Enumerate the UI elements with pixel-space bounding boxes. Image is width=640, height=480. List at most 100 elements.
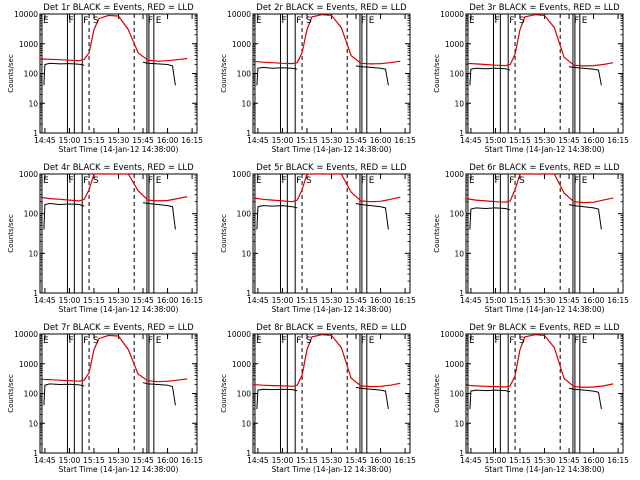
interval-marker-label: E bbox=[369, 16, 375, 26]
y-tick-label: 10 bbox=[28, 419, 38, 428]
y-tick-label: 10000 bbox=[440, 10, 464, 19]
x-tick-label: 15:00 bbox=[59, 296, 81, 305]
y-tick-label: 1 bbox=[246, 289, 251, 298]
chart-panel-6: Det 6r BLACK = Events, RED = LLD 1 10 100 10… bbox=[433, 163, 629, 314]
x-tick-label: 16:00 bbox=[157, 456, 179, 465]
interval-marker-label: E bbox=[256, 16, 262, 26]
x-tick-label: 15:00 bbox=[485, 456, 507, 465]
x-tick-label: 15:45 bbox=[132, 296, 154, 305]
x-tick-label: 14:45 bbox=[460, 136, 482, 145]
x-tick-label: 16:15 bbox=[181, 456, 203, 465]
series-lld-line bbox=[466, 14, 614, 67]
x-tick-label: 16:00 bbox=[583, 136, 605, 145]
chart-title: Det 8r BLACK = Events, RED = LLD bbox=[256, 323, 407, 333]
y-tick-label: 10 bbox=[241, 99, 251, 108]
x-tick-label: 16:00 bbox=[370, 456, 392, 465]
interval-marker-label: F bbox=[574, 16, 579, 26]
x-tick-label: 15:00 bbox=[59, 456, 81, 465]
y-axis-label: Counts/sec bbox=[7, 374, 15, 413]
interval-marker-label: E bbox=[43, 16, 49, 26]
interval-marker-label: F bbox=[494, 336, 499, 346]
series-events-line bbox=[568, 204, 602, 230]
y-axis-label: Counts/sec bbox=[220, 214, 228, 253]
series-lld-line bbox=[466, 174, 614, 204]
series-lld-line bbox=[40, 14, 188, 62]
y-tick-label: 1 bbox=[33, 449, 38, 458]
x-axis-label: Start Time (14-Jan-12 14:38:00) bbox=[59, 145, 179, 154]
interval-marker-label: F bbox=[509, 16, 514, 26]
y-axis-label: Counts/sec bbox=[220, 54, 228, 93]
interval-marker-label: F bbox=[281, 336, 286, 346]
series-events-line bbox=[469, 67, 511, 86]
x-tick-label: 15:15 bbox=[296, 456, 318, 465]
series-events-line bbox=[256, 388, 298, 410]
interval-marker-label: S bbox=[306, 176, 312, 186]
interval-marker-label: F bbox=[361, 176, 366, 186]
y-axis-label: Counts/sec bbox=[433, 214, 441, 253]
interval-marker-label: F bbox=[574, 176, 579, 186]
y-tick-label: 10 bbox=[28, 99, 38, 108]
y-tick-label: 1 bbox=[33, 289, 38, 298]
interval-marker-label: F bbox=[296, 176, 301, 186]
x-tick-label: 16:15 bbox=[181, 136, 203, 145]
x-tick-label: 14:45 bbox=[34, 136, 56, 145]
x-tick-label: 15:15 bbox=[83, 456, 105, 465]
x-tick-label: 16:15 bbox=[181, 296, 203, 305]
y-tick-label: 1000 bbox=[232, 360, 251, 369]
y-tick-label: 1000 bbox=[445, 170, 464, 179]
interval-marker-label: E bbox=[256, 336, 262, 346]
series-events-line bbox=[568, 66, 602, 86]
interval-marker-label: F bbox=[83, 16, 88, 26]
y-tick-label: 10 bbox=[241, 419, 251, 428]
series-events-line bbox=[355, 65, 389, 86]
series-lld-line bbox=[253, 174, 401, 203]
y-axis-label: Counts/sec bbox=[7, 54, 15, 93]
x-tick-label: 15:30 bbox=[534, 456, 556, 465]
y-tick-label: 100 bbox=[24, 390, 39, 399]
y-tick-label: 100 bbox=[237, 210, 252, 219]
x-tick-label: 14:45 bbox=[247, 296, 269, 305]
y-tick-label: 1 bbox=[459, 449, 464, 458]
series-lld-line bbox=[40, 174, 188, 202]
plot-frame bbox=[252, 173, 411, 294]
chart-panel-1: Det 1r BLACK = Events, RED = LLD 1 10 100 10… bbox=[7, 3, 203, 154]
interval-marker-label: E bbox=[256, 176, 262, 186]
y-tick-label: 100 bbox=[450, 210, 465, 219]
series-events-line bbox=[43, 202, 85, 230]
x-tick-label: 15:45 bbox=[132, 456, 154, 465]
interval-marker-label: F bbox=[68, 336, 73, 346]
series-events-line bbox=[469, 389, 511, 410]
x-tick-label: 16:00 bbox=[370, 136, 392, 145]
y-tick-label: 10000 bbox=[440, 330, 464, 339]
chart-title: Det 9r BLACK = Events, RED = LLD bbox=[469, 323, 620, 333]
chart-panel-5: Det 5r BLACK = Events, RED = LLD 1 10 100 10… bbox=[220, 163, 416, 314]
x-tick-label: 15:45 bbox=[558, 296, 580, 305]
interval-marker-label: E bbox=[582, 16, 588, 26]
chart-panel-4: Det 4r BLACK = Events, RED = LLD 1 10 100 10… bbox=[7, 163, 203, 314]
y-tick-label: 1000 bbox=[19, 40, 38, 49]
interval-marker-label: F bbox=[83, 336, 88, 346]
series-events-line bbox=[256, 66, 298, 86]
y-tick-label: 1000 bbox=[232, 170, 251, 179]
y-axis-label: Counts/sec bbox=[7, 214, 15, 253]
interval-marker-label: E bbox=[582, 336, 588, 346]
x-tick-label: 15:30 bbox=[321, 296, 343, 305]
x-axis-label: Start Time (14-Jan-12 14:38:00) bbox=[485, 465, 605, 474]
x-axis-label: Start Time (14-Jan-12 14:38:00) bbox=[59, 305, 179, 314]
series-events-line bbox=[568, 387, 602, 410]
x-tick-label: 16:00 bbox=[157, 296, 179, 305]
x-tick-label: 16:15 bbox=[607, 456, 629, 465]
x-axis-label: Start Time (14-Jan-12 14:38:00) bbox=[272, 465, 392, 474]
interval-marker-label: E bbox=[469, 336, 475, 346]
y-tick-label: 100 bbox=[237, 70, 252, 79]
x-tick-label: 15:00 bbox=[272, 136, 294, 145]
series-lld-line bbox=[253, 14, 401, 65]
x-tick-label: 16:15 bbox=[607, 296, 629, 305]
x-tick-label: 15:45 bbox=[345, 136, 367, 145]
x-tick-label: 15:30 bbox=[534, 136, 556, 145]
x-tick-label: 15:45 bbox=[345, 296, 367, 305]
x-tick-label: 15:45 bbox=[558, 456, 580, 465]
x-tick-label: 14:45 bbox=[460, 456, 482, 465]
x-tick-label: 16:15 bbox=[394, 136, 416, 145]
